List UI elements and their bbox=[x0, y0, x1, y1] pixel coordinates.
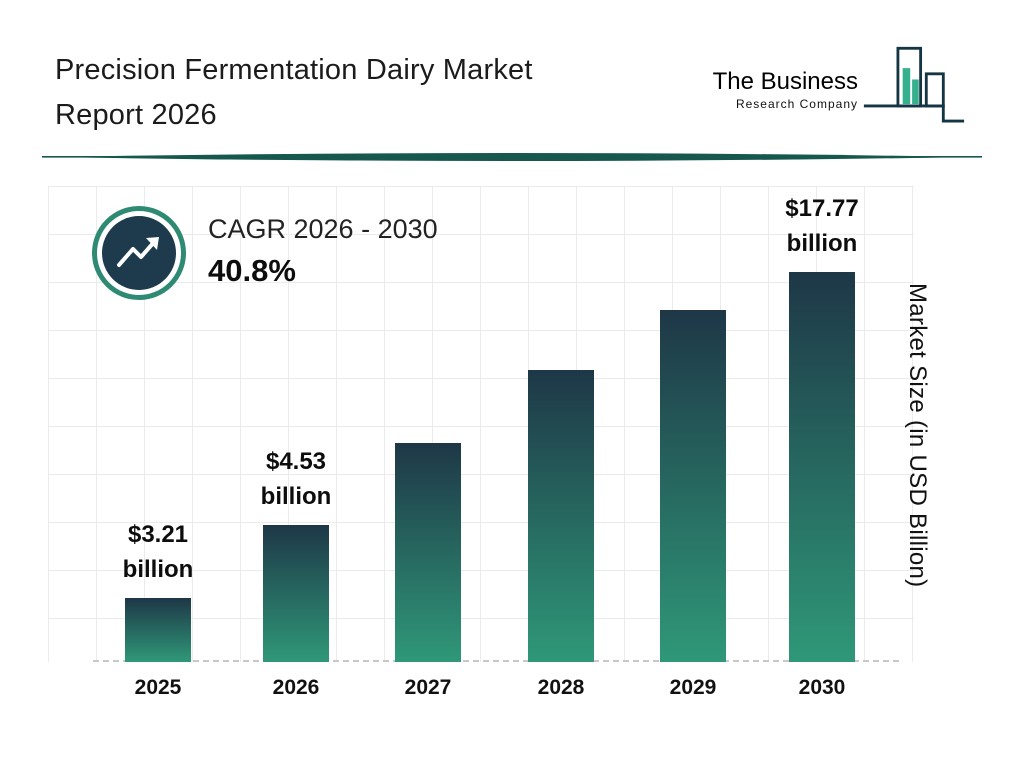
bar-2026 bbox=[263, 525, 329, 662]
logo-subname: Research Company bbox=[735, 97, 858, 111]
bar-value-label-2026: $4.53 billion bbox=[260, 448, 332, 511]
bar-value-label-2025: $3.21 billion bbox=[122, 521, 194, 584]
x-tick-2026: 2026 bbox=[272, 676, 320, 699]
divider-line bbox=[42, 153, 982, 161]
cagr-badge: CAGR 2026 - 2030 40.8% bbox=[92, 206, 438, 300]
company-logo-text: The Business Research Company bbox=[713, 68, 858, 111]
x-tick-2025: 2025 bbox=[134, 676, 182, 699]
x-tick-2028: 2028 bbox=[537, 676, 585, 699]
x-tick-2027: 2027 bbox=[404, 676, 452, 699]
bar-2029 bbox=[660, 310, 726, 662]
bar-value-label-2030: $17.77 billion bbox=[785, 195, 859, 258]
x-axis-dashed-line bbox=[93, 660, 899, 662]
bar-2028 bbox=[528, 370, 594, 662]
bar-2025 bbox=[125, 598, 191, 662]
cagr-text: CAGR 2026 - 2030 40.8% bbox=[208, 214, 438, 289]
bar-2030 bbox=[789, 272, 855, 662]
x-tick-2029: 2029 bbox=[669, 676, 717, 699]
cagr-ring bbox=[92, 206, 186, 300]
trend-arrow-icon bbox=[102, 216, 176, 290]
page-title: Precision Fermentation Dairy Market Repo… bbox=[55, 48, 533, 138]
x-axis: 2025 2026 2027 2028 2029 2030 bbox=[48, 676, 914, 708]
page-title-line1: Precision Fermentation Dairy Market bbox=[55, 54, 533, 86]
page-title-line2: Report 2026 bbox=[55, 98, 217, 131]
cagr-value: 40.8% bbox=[208, 253, 296, 288]
y-axis-label: Market Size (in USD Billion) bbox=[904, 283, 931, 588]
bar-chart-plot: CAGR 2026 - 2030 40.8% $3.21 billion $4.53… bbox=[48, 186, 914, 662]
x-tick-2030: 2030 bbox=[798, 676, 846, 699]
logo-name: The Business bbox=[712, 68, 858, 95]
bar-2027 bbox=[395, 443, 461, 662]
cagr-label: CAGR 2026 - 2030 bbox=[208, 214, 438, 244]
logo-bar-chart-icon bbox=[863, 46, 965, 123]
company-logo: The Business Research Company bbox=[713, 44, 966, 132]
